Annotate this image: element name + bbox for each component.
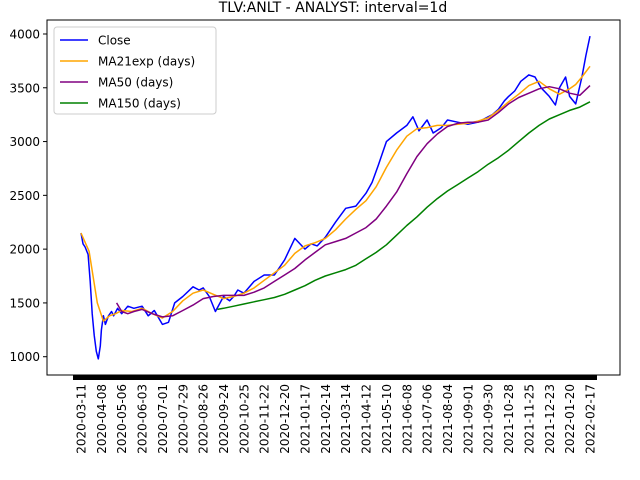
x-tick-label: 2020-07-29 <box>176 384 190 454</box>
series-layer <box>80 35 591 360</box>
y-axis: 1000 1500 2000 2500 3000 3500 4000 <box>9 27 47 364</box>
legend-label: MA50 (days) <box>98 76 173 90</box>
x-tick-label: 2021-03-14 <box>339 384 353 454</box>
y-tick-label: 2000 <box>9 243 40 257</box>
x-tick-label: 2021-09-01 <box>461 384 475 454</box>
x-tick-label: 2020-09-24 <box>217 384 231 454</box>
chart-title: TLV:ANLT - ANALYST: interval=1d <box>218 0 447 16</box>
series-line-2 <box>115 85 591 318</box>
x-tick-label: 2021-01-17 <box>298 384 312 454</box>
x-tick-label: 2021-08-04 <box>441 384 455 454</box>
legend-label: MA21exp (days) <box>98 55 195 69</box>
x-tick-label: 2020-11-22 <box>258 384 272 454</box>
series-line-3 <box>217 101 591 311</box>
y-tick-label: 4000 <box>9 27 40 41</box>
x-tick-label: 2020-12-20 <box>278 384 292 454</box>
x-tick-label: 2020-10-25 <box>237 384 251 454</box>
x-tick-label: 2021-04-12 <box>360 384 374 454</box>
x-tick-label: 2020-03-11 <box>75 384 89 454</box>
x-minor-tick-band <box>73 375 597 380</box>
x-tick-label: 2021-12-23 <box>543 384 557 454</box>
x-tick-label: 2022-02-17 <box>584 384 598 454</box>
legend: Close MA21exp (days) MA50 (days) MA150 (day… <box>53 26 217 115</box>
y-tick-label: 2500 <box>9 189 40 203</box>
legend-label: MA150 (days) <box>98 97 181 111</box>
series-line-0 <box>80 35 591 360</box>
x-axis: 2020-03-11 2020-04-08 2020-05-06 2020-06-03… <box>73 375 598 454</box>
y-tick-label: 3500 <box>9 81 40 95</box>
y-tick-label: 1000 <box>9 350 40 364</box>
x-tick-label: 2020-06-03 <box>136 384 150 454</box>
legend-box <box>53 26 217 115</box>
x-tick-label: 2021-07-06 <box>421 384 435 454</box>
x-tick-label: 2020-04-08 <box>95 384 109 454</box>
x-tick-label: 2020-07-01 <box>156 384 170 454</box>
x-tick-label: 2021-11-25 <box>522 384 536 454</box>
x-tick-label: 2021-06-08 <box>400 384 414 454</box>
y-tick-label: 1500 <box>9 296 40 310</box>
x-tick-label: 2022-01-20 <box>563 384 577 454</box>
y-tick-label: 3000 <box>9 135 40 149</box>
x-tick-label: 2020-08-26 <box>197 384 211 454</box>
x-tick-label: 2021-05-10 <box>380 384 394 454</box>
x-tick-label: 2020-05-06 <box>115 384 129 454</box>
x-tick-label: 2021-02-14 <box>319 384 333 454</box>
x-tick-label: 2021-10-28 <box>502 384 516 454</box>
legend-label: Close <box>98 34 131 48</box>
x-tick-label: 2021-09-30 <box>482 384 496 454</box>
